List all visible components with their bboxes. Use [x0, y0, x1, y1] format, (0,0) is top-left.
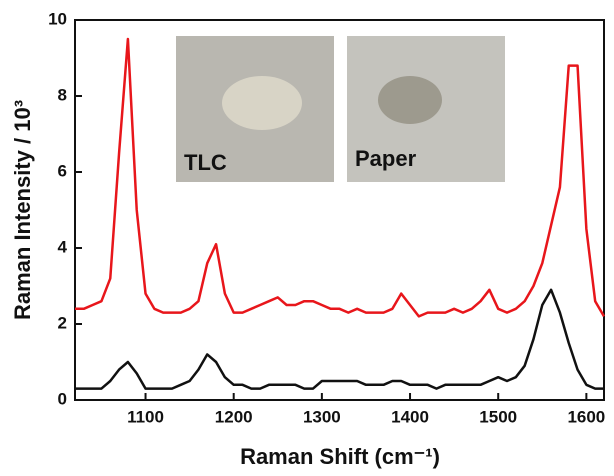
inset-label: Paper: [355, 146, 417, 171]
y-tick-label: 0: [58, 389, 67, 408]
plot-frame: [75, 20, 604, 400]
x-tick-label: 1200: [215, 407, 253, 426]
x-axis-label: Raman Shift (cm⁻¹): [240, 444, 440, 469]
y-tick-label: 2: [58, 313, 67, 332]
paper-spot: [378, 76, 442, 124]
spectrum-line: [75, 39, 604, 316]
y-axis-label: Raman Intensity / 10³: [10, 100, 35, 320]
x-tick-label: 1300: [303, 407, 341, 426]
x-tick-label: 1100: [127, 407, 164, 426]
inset-label: TLC: [184, 150, 227, 175]
y-tick-label: 10: [48, 9, 67, 28]
x-tick-label: 1400: [391, 407, 429, 426]
y-tick-label: 6: [58, 161, 67, 180]
spectrum-line: [75, 290, 604, 389]
x-tick-label: 1600: [567, 407, 605, 426]
x-tick-label: 1500: [479, 407, 517, 426]
tlc-spot: [222, 76, 302, 130]
y-tick-label: 8: [58, 85, 67, 104]
chart: TLC Paper Raman Shift (cm⁻¹) Raman Inten…: [0, 0, 614, 476]
y-tick-label: 4: [58, 237, 68, 256]
